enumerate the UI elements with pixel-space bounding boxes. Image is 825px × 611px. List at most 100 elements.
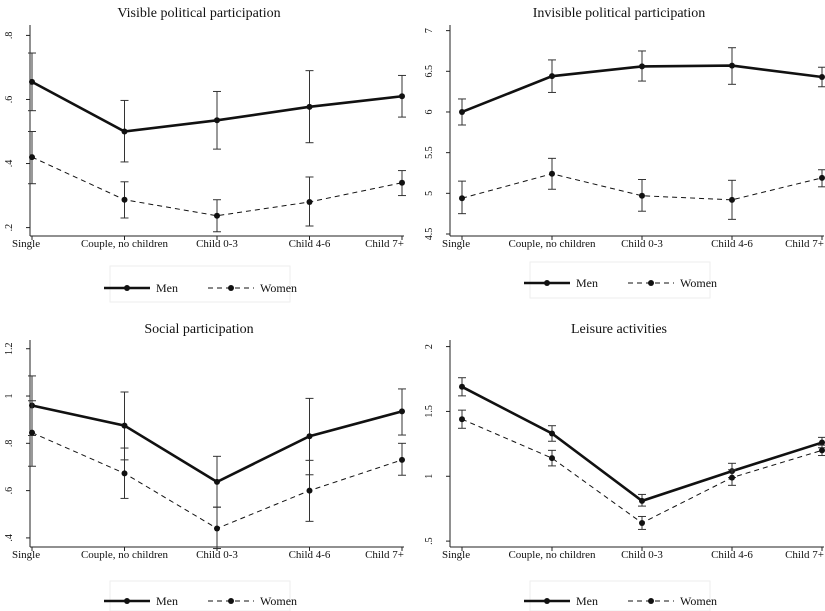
series-line [31,156,403,217]
data-point [729,62,735,69]
x-category-label: Child 4-6 [289,238,331,250]
data-point [549,170,555,177]
legend-label: Women [680,276,717,290]
legend-label: Men [156,281,178,295]
series-line [461,385,823,503]
x-category-label: Single [442,238,470,250]
data-point [819,439,825,446]
data-point [399,408,405,415]
y-tick-label: .2 [4,224,15,232]
y-tick-label: .5 [424,537,435,545]
data-point [819,447,825,454]
data-point [819,73,825,80]
data-point [29,429,35,436]
legend-box [109,265,291,303]
y-tick-label: .4 [4,160,15,168]
x-category-label: Child 0-3 [621,238,663,250]
data-point [306,433,313,440]
y-tick-label: 7 [424,28,435,33]
y-tick-label: .6 [4,96,15,104]
data-point [121,422,128,429]
x-category-label: Couple, no children [508,238,596,250]
data-point [729,474,735,481]
legend-marker [648,280,654,286]
data-point [549,73,555,80]
legend-marker [544,280,550,286]
data-point [639,192,645,199]
legend-marker [544,598,550,604]
series-women [28,131,406,233]
chart-panel-2: Invisible political participation 4.5 5 5.5… [424,6,825,299]
chart-title: Visible political participation [117,6,280,21]
legend-label: Women [260,594,297,608]
legend-box [529,580,711,611]
data-point [29,78,35,85]
data-point [399,179,405,186]
data-point [399,93,405,100]
data-point [399,456,405,463]
series-line [461,173,823,201]
data-point [214,525,220,532]
x-category-label: Child 0-3 [196,238,238,250]
legend-label: Men [576,276,598,290]
x-category-label: Single [12,238,40,250]
x-category-label: Child 4-6 [711,238,753,250]
data-point [214,117,220,124]
data-point [729,196,735,203]
data-point [306,103,313,110]
y-tick-label: 5.5 [424,146,435,159]
data-point [306,487,313,494]
data-point [459,416,465,423]
x-category-label: Child 7+ [785,238,824,250]
data-point [639,497,645,504]
data-point [29,154,35,161]
series-men [458,47,825,126]
data-point [459,108,465,115]
series-men [458,377,825,507]
legend-label: Women [260,281,297,295]
y-tick-label: .8 [4,440,15,448]
legend-marker [124,285,130,291]
legend-marker [124,598,130,604]
x-category-label: Single [442,549,470,561]
y-tick-label: 5 [424,191,435,196]
chart-title: Social participation [144,322,253,337]
legend-box [529,261,711,299]
x-category-label: Couple, no children [81,238,169,250]
legend-box [109,580,291,611]
data-point [214,212,220,219]
data-point [549,430,555,437]
legend-marker [228,285,234,291]
data-point [819,174,825,181]
x-category-label: Couple, no children [508,549,596,561]
data-point [121,196,128,203]
x-category-label: Child 7+ [785,549,824,561]
y-tick-label: 2 [424,344,435,349]
series-women [458,157,825,220]
data-point [459,195,465,202]
data-point [121,128,128,135]
legend-marker [648,598,654,604]
x-category-label: Child 7+ [365,238,404,250]
y-tick-label: 4.5 [424,228,435,241]
series-women [28,400,406,550]
legend-label: Men [576,594,598,608]
y-tick-label: 1 [424,474,435,479]
legend-marker [228,598,234,604]
y-tick-label: 1 [4,394,15,399]
y-tick-label: 6 [424,109,435,114]
x-category-label: Child 0-3 [196,549,238,561]
chart-panel-4: Leisure activities .5 1 1.5 2 Single Couple, n… [424,322,825,611]
chart-panel-3: Social participation .4 .6 .8 1 1.2 Single Coup… [4,322,406,611]
data-point [459,383,465,390]
y-tick-label: 1.5 [424,405,435,418]
series-men [28,52,406,163]
y-tick-label: .6 [4,487,15,495]
legend-label: Women [680,594,717,608]
data-point [121,470,128,477]
series-line [461,418,823,524]
data-point [639,519,645,526]
x-category-label: Single [12,549,40,561]
series-men [28,375,406,508]
data-point [214,478,220,485]
